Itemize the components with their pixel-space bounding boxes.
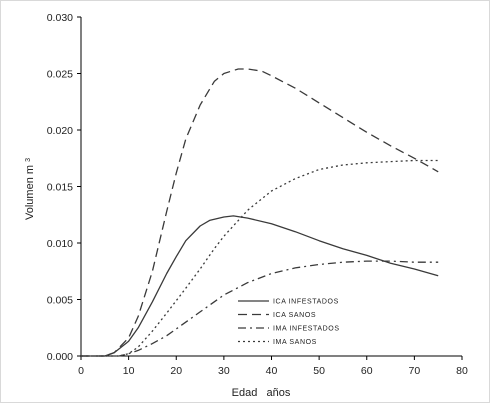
legend-label-2: ICA SANOS xyxy=(273,312,316,319)
legend-label-1: ICA INFESTADOS xyxy=(273,299,339,306)
x-tick-label: 30 xyxy=(218,365,230,377)
series-line-2 xyxy=(81,68,439,357)
legend: ICA INFESTADOS ICA SANOS IMA INFESTADOS IMA… xyxy=(238,299,340,346)
series-layer xyxy=(81,68,439,357)
y-tick-label: 0.010 xyxy=(47,238,73,250)
x-tick-label: 40 xyxy=(266,365,278,377)
series-line-4 xyxy=(81,159,439,357)
x-tick-label: 80 xyxy=(456,365,468,377)
y-tick-label: 0.000 xyxy=(47,351,73,363)
y-axis-title-main: Volumen m xyxy=(24,165,36,220)
x-tick-label: 0 xyxy=(78,365,84,377)
series-line-3 xyxy=(81,260,439,357)
x-ticks: 0 10 20 30 40 50 60 70 80 xyxy=(78,356,468,377)
axes xyxy=(80,17,462,357)
svg-text:Volumen m 3: Volumen m 3 xyxy=(24,158,36,220)
series-line-1 xyxy=(81,215,439,357)
y-axis-title: Volumen m 3 xyxy=(24,158,36,220)
y-tick-label: 0.020 xyxy=(47,125,73,137)
y-ticks: 0.000 0.005 0.010 0.015 0.020 0.025 0.030 xyxy=(47,12,81,363)
x-tick-label: 70 xyxy=(409,365,421,377)
y-tick-label: 0.030 xyxy=(47,12,73,24)
x-axis-title: Edad años xyxy=(232,387,291,399)
y-tick-label: 0.005 xyxy=(47,295,73,307)
x-tick-label: 10 xyxy=(123,365,135,377)
x-tick-label: 50 xyxy=(313,365,325,377)
x-tick-label: 60 xyxy=(361,365,373,377)
x-tick-label: 20 xyxy=(170,365,182,377)
y-tick-label: 0.025 xyxy=(47,69,73,81)
y-tick-label: 0.015 xyxy=(47,182,73,194)
legend-label-4: IMA SANOS xyxy=(273,339,317,346)
legend-label-3: IMA INFESTADOS xyxy=(273,326,340,333)
y-axis-title-superscript: 3 xyxy=(25,158,32,162)
